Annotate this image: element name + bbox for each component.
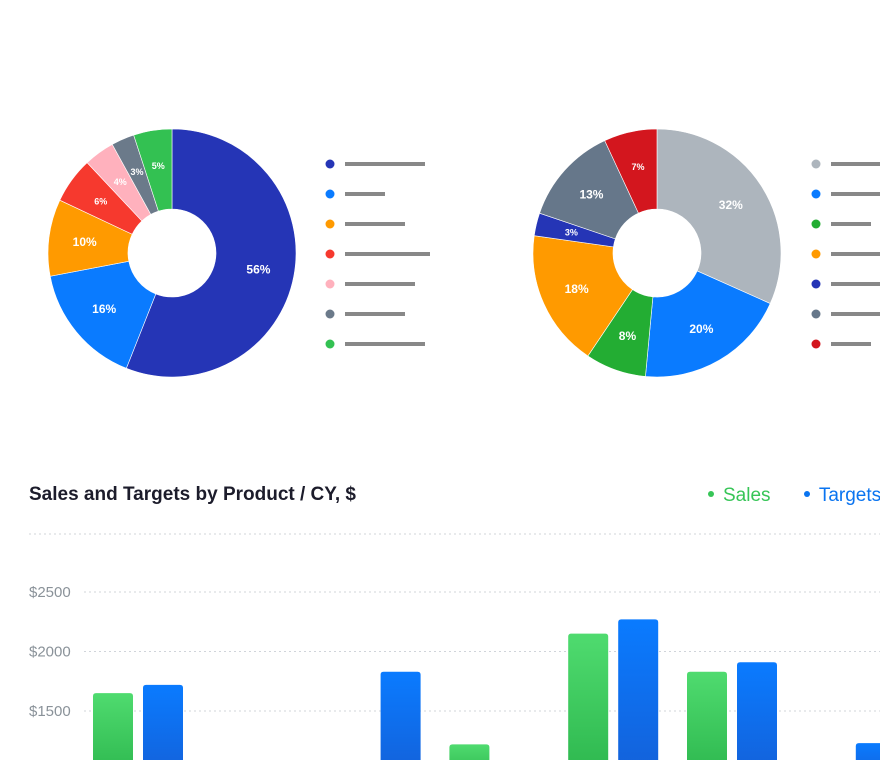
legend-dot-icon — [811, 189, 821, 199]
bar-chart-title: Sales and Targets by Product / CY, $ — [29, 484, 356, 505]
donut-slice-label: 3% — [565, 228, 578, 238]
legend-dot-icon — [811, 249, 821, 259]
donut-charts: 56% 16% 10% 6% 4% 3% 5% 32% 20% 8% 18% 3% 13% 7% — [47, 128, 880, 378]
bar-chart: $2500$2000$1500$1000 — [29, 533, 880, 760]
donut-chart-1: 56% 16% 10% 6% 4% 3% 5% — [47, 128, 297, 378]
donut-slice — [49, 260, 157, 369]
legend-dot-icon — [325, 159, 335, 169]
legend-placeholder-line — [345, 342, 425, 346]
legend-dot-icon — [811, 309, 821, 319]
donut-slice-label: 56% — [246, 262, 270, 276]
legend-placeholder-line — [345, 222, 405, 226]
bar-targets — [737, 662, 777, 760]
bar-sales — [687, 671, 727, 760]
donut-slice-label: 4% — [114, 177, 127, 187]
legend-placeholder-line — [345, 282, 415, 286]
donut-slice — [645, 270, 771, 378]
donut-legend-1 — [325, 159, 430, 349]
legend-dot-icon — [811, 219, 821, 229]
y-tick-label: $2500 — [29, 584, 71, 601]
legend-sales-label: Sales — [723, 485, 771, 506]
donut-slice-label: 7% — [631, 162, 644, 172]
donut-slice-label: 6% — [94, 196, 107, 206]
donut-slice — [125, 128, 297, 378]
donut-slice — [604, 128, 658, 214]
bar-sales — [449, 744, 490, 760]
legend-placeholder-line — [345, 162, 425, 166]
legend-placeholder-line — [831, 342, 871, 346]
legend-placeholder-line — [345, 312, 405, 316]
bar-sales — [568, 633, 609, 760]
donut-slice — [133, 128, 173, 212]
legend-targets-label: Targets — [818, 485, 880, 506]
bar-grid: $2500$2000$1500$1000 — [29, 533, 880, 720]
legend-placeholder-line — [831, 162, 880, 166]
legend-placeholder-line — [831, 222, 871, 226]
donut-slice-label: 20% — [689, 322, 713, 336]
legend-placeholder-line — [831, 282, 880, 286]
legend-dot-icon — [811, 279, 821, 289]
bar-targets — [143, 684, 183, 760]
legend-dot-icon — [325, 339, 335, 349]
legend-dot-icon — [803, 490, 810, 497]
legend-sales: Sales — [708, 485, 771, 507]
donut-slice — [532, 235, 633, 357]
donut-slice-label: 16% — [92, 302, 116, 316]
donut-chart-2: 32% 20% 8% 18% 3% 13% 7% — [532, 128, 782, 378]
donut-slice — [656, 128, 782, 304]
donut-slice-label: 32% — [719, 198, 743, 212]
bar-targets — [855, 743, 880, 760]
y-tick-label: $1500 — [29, 703, 71, 720]
donut-legend-2 — [811, 159, 880, 349]
bar-marks — [93, 619, 880, 760]
legend-placeholder-line — [831, 252, 880, 256]
legend-dot-icon — [811, 339, 821, 349]
legend-dot-icon — [325, 309, 335, 319]
legend-placeholder-line — [831, 312, 880, 316]
y-tick-label: $2000 — [29, 644, 71, 661]
legend-dot-icon — [325, 219, 335, 229]
legend-dot-icon — [811, 159, 821, 169]
legend-dot-icon — [325, 249, 335, 259]
donut-slice-label: 13% — [579, 187, 603, 201]
bar-sales — [93, 693, 133, 760]
legend-placeholder-line — [345, 252, 430, 256]
legend-dot-icon — [325, 279, 335, 289]
donut-slice-label: 18% — [565, 282, 589, 296]
bar-chart-legend: Sales Targets — [708, 485, 880, 507]
legend-dot-icon — [325, 189, 335, 199]
bar-targets — [618, 619, 659, 760]
donut-slice-label: 5% — [152, 161, 165, 171]
bar-targets — [380, 671, 421, 760]
legend-placeholder-line — [831, 192, 880, 196]
legend-targets: Targets — [803, 485, 880, 507]
donut-slice-label: 10% — [73, 235, 97, 249]
donut-slice-label: 3% — [131, 167, 144, 177]
legend-dot-icon — [708, 490, 714, 497]
donut-slice-label: 8% — [619, 329, 637, 343]
legend-placeholder-line — [345, 192, 385, 196]
